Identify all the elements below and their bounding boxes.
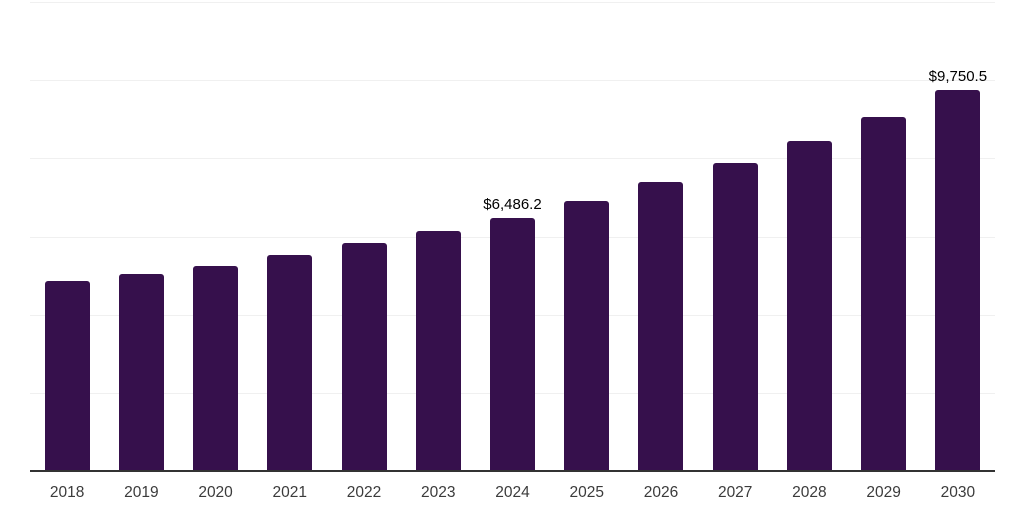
plot-area: $6,486.2 $9,750.5 [30, 2, 995, 472]
x-tick-2020: 2020 [198, 484, 233, 501]
bar-2021 [267, 254, 313, 471]
x-tick-2030: 2030 [940, 484, 976, 501]
x-tick-2024: 2024 [495, 484, 530, 501]
x-tick-2025: 2025 [569, 484, 604, 501]
x-tick-2021: 2021 [272, 484, 308, 501]
bar-2025 [564, 200, 610, 471]
x-tick-2026: 2026 [643, 484, 679, 501]
bar-2028 [786, 140, 832, 471]
bar-2027 [712, 162, 758, 471]
bar-2019 [118, 273, 164, 471]
gridline-10000 [30, 80, 995, 82]
x-tick-2028: 2028 [792, 484, 827, 501]
gridline-8000 [30, 158, 995, 160]
bar-2018 [44, 281, 90, 471]
x-tick-2019: 2019 [124, 484, 159, 501]
bar-2020 [193, 265, 239, 471]
data-label-2024: $6,486.2 [483, 195, 542, 213]
x-tick-2023: 2023 [421, 484, 456, 501]
data-label-2030: $9,750.5 [928, 67, 988, 85]
bar-2024 [490, 217, 535, 471]
x-tick-2029: 2029 [866, 484, 901, 501]
x-tick-2018: 2018 [49, 484, 85, 501]
bar-2022 [341, 242, 387, 471]
x-tick-2022: 2022 [346, 484, 382, 501]
x-axis-line [30, 470, 995, 472]
x-tick-2027: 2027 [717, 484, 753, 501]
bar-2026 [638, 182, 684, 471]
gridline-12000 [30, 2, 995, 3]
bar-2023 [415, 230, 461, 471]
bar-2030 [935, 89, 981, 471]
bar-2029 [861, 117, 907, 471]
